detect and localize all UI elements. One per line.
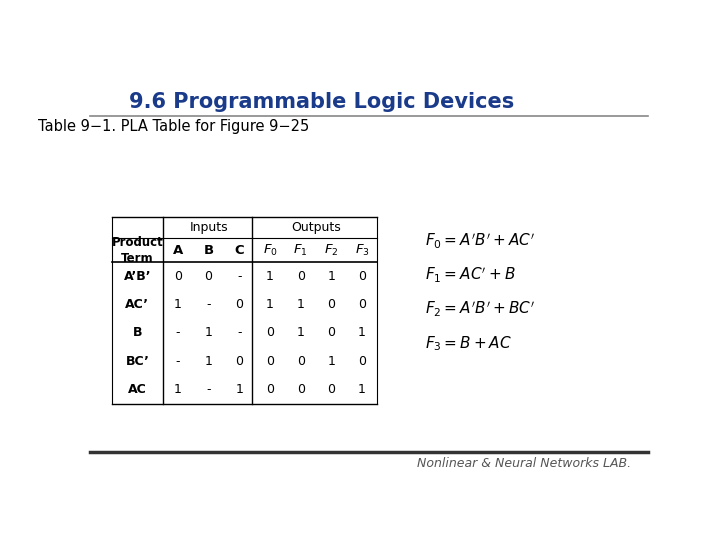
Text: 1: 1 (358, 327, 366, 340)
Text: BC’: BC’ (125, 355, 149, 368)
Text: 1: 1 (204, 355, 212, 368)
Text: 1: 1 (358, 383, 366, 396)
Text: $F_1$: $F_1$ (293, 242, 308, 258)
Text: 0: 0 (297, 383, 305, 396)
Text: -: - (207, 383, 211, 396)
Text: 1: 1 (174, 383, 182, 396)
Text: 0: 0 (297, 355, 305, 368)
Text: $F_3 = B+AC$: $F_3 = B+AC$ (425, 334, 512, 353)
Text: $F_3$: $F_3$ (355, 242, 369, 258)
Text: 1: 1 (297, 298, 305, 311)
Text: Table 9−1. PLA Table for Figure 9−25: Table 9−1. PLA Table for Figure 9−25 (38, 119, 310, 134)
Text: Outputs: Outputs (291, 221, 341, 234)
Text: B: B (132, 327, 142, 340)
Text: 0: 0 (297, 270, 305, 283)
Text: 0: 0 (266, 327, 274, 340)
Text: 1: 1 (328, 355, 336, 368)
Text: 0: 0 (328, 327, 336, 340)
Text: 0: 0 (358, 298, 366, 311)
Text: 0: 0 (266, 355, 274, 368)
Text: -: - (207, 298, 211, 311)
Text: Nonlinear & Neural Networks LAB.: Nonlinear & Neural Networks LAB. (417, 457, 631, 470)
Text: AC: AC (128, 383, 147, 396)
Text: AC’: AC’ (125, 298, 150, 311)
Text: A’B’: A’B’ (124, 270, 151, 283)
Text: 0: 0 (358, 355, 366, 368)
Text: A: A (173, 244, 183, 256)
Text: 1: 1 (174, 298, 182, 311)
Text: 1: 1 (266, 270, 274, 283)
Text: $F_0$: $F_0$ (263, 242, 277, 258)
Text: Inputs: Inputs (189, 221, 228, 234)
Text: 0: 0 (358, 270, 366, 283)
Text: 1: 1 (297, 327, 305, 340)
Text: $F_2 = A'B'+BC'$: $F_2 = A'B'+BC'$ (425, 300, 535, 319)
Text: Product
Term: Product Term (112, 236, 163, 265)
Text: 1: 1 (328, 270, 336, 283)
Text: 0: 0 (204, 270, 212, 283)
Text: 9.6 Programmable Logic Devices: 9.6 Programmable Logic Devices (129, 92, 514, 112)
Text: 0: 0 (328, 383, 336, 396)
Text: 1: 1 (204, 327, 212, 340)
Text: $F_1 = AC'+B$: $F_1 = AC'+B$ (425, 266, 516, 285)
Text: -: - (237, 327, 241, 340)
Text: 0: 0 (235, 355, 243, 368)
Text: -: - (176, 355, 180, 368)
Text: 1: 1 (266, 298, 274, 311)
Text: $F_0 = A'B'+AC'$: $F_0 = A'B'+AC'$ (425, 232, 535, 251)
Text: C: C (235, 244, 244, 256)
Text: B: B (204, 244, 214, 256)
Text: $F_2$: $F_2$ (324, 242, 338, 258)
Text: 0: 0 (266, 383, 274, 396)
Text: -: - (176, 327, 180, 340)
Text: 0: 0 (174, 270, 182, 283)
Text: 0: 0 (328, 298, 336, 311)
Text: 1: 1 (235, 383, 243, 396)
Text: -: - (237, 270, 241, 283)
Text: 0: 0 (235, 298, 243, 311)
